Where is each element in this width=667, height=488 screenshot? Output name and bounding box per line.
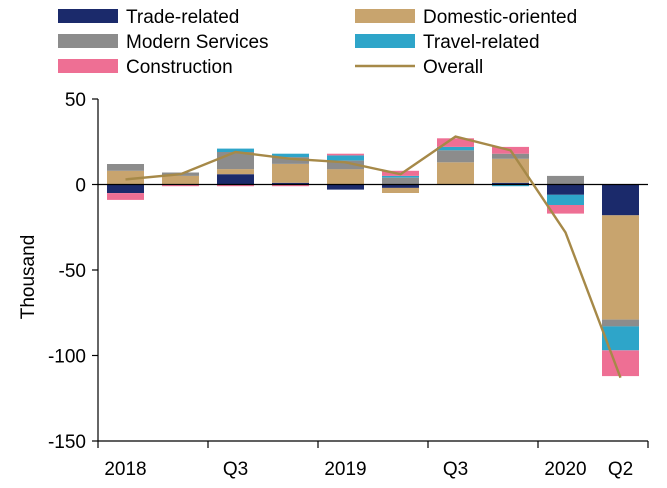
- bar-segment: [162, 175, 199, 185]
- legend-swatch: [355, 9, 415, 23]
- legend-label: Trade-related: [126, 7, 239, 28]
- y-tick-label: 50: [65, 90, 86, 111]
- x-ticks: 2018 Q3 2019 Q3 2020 Q2: [97, 441, 649, 480]
- x-tick-label: 2020: [544, 459, 586, 480]
- legend-swatch: [58, 59, 118, 73]
- x-tick-label: Q3: [223, 459, 248, 480]
- y-tick-label: -50: [59, 261, 86, 282]
- bar-segment: [437, 162, 474, 185]
- y-ticks: 50 0 -50 -100 -150: [48, 90, 98, 453]
- bar-segment: [382, 177, 419, 185]
- bar-segment: [327, 153, 364, 156]
- legend-label: Travel-related: [423, 32, 540, 53]
- y-axis-title: Thousand: [18, 235, 39, 320]
- bar-segment: [602, 326, 639, 351]
- bar-segment: [107, 193, 144, 200]
- bar-segment: [272, 184, 309, 187]
- overall-line: [125, 135, 622, 379]
- bar-segment: [107, 184, 144, 194]
- bar-segment: [602, 350, 639, 377]
- bar-segment: [602, 184, 639, 216]
- bar-segment: [382, 175, 419, 178]
- bar-segment: [217, 184, 254, 187]
- legend-swatch: [58, 34, 118, 48]
- legend-label: Construction: [126, 57, 233, 78]
- bar-segment: [437, 146, 474, 151]
- bar-segment: [327, 155, 364, 161]
- bar-segment: [547, 194, 584, 206]
- bar-segment: [437, 138, 474, 147]
- legend: Trade-related Domestic-oriented Modern Ser…: [58, 7, 577, 78]
- bar-segment: [492, 184, 529, 187]
- y-tick-label: -150: [48, 432, 86, 453]
- bar-segment: [327, 184, 364, 190]
- bar-segment: [602, 319, 639, 327]
- bar-segment: [602, 215, 639, 320]
- x-tick-label: 2019: [324, 459, 366, 480]
- bar-segment: [327, 169, 364, 185]
- legend-swatch: [355, 34, 415, 48]
- x-tick-label: 2018: [104, 459, 146, 480]
- bar-segment: [492, 153, 529, 159]
- legend-swatch: [58, 9, 118, 23]
- bars: [107, 138, 639, 377]
- bar-segment: [492, 182, 529, 185]
- legend-label: Modern Services: [126, 32, 269, 53]
- legend-label: Domestic-oriented: [423, 7, 577, 28]
- legend-label: Overall: [423, 57, 483, 78]
- y-tick-label: 0: [75, 176, 86, 197]
- bar-segment: [217, 169, 254, 175]
- x-tick-label: Q3: [443, 459, 468, 480]
- bar-segment: [272, 157, 309, 164]
- y-tick-label: -100: [48, 347, 86, 368]
- bar-segment: [547, 205, 584, 214]
- bar-segment: [272, 182, 309, 185]
- bar-segment: [217, 148, 254, 152]
- bar-segment: [217, 174, 254, 185]
- bar-segment: [547, 175, 584, 185]
- bar-segment: [382, 187, 419, 193]
- bar-segment: [382, 184, 419, 188]
- bar-segment: [162, 184, 199, 187]
- plot-area: 50 0 -50 -100 -150 2018 Q3 2019 Q3 2020 Q2: [48, 90, 649, 480]
- bar-segment: [547, 184, 584, 195]
- bar-segment: [107, 170, 144, 185]
- x-tick-label: Q2: [608, 459, 633, 480]
- bar-segment: [107, 164, 144, 171]
- bar-segment: [272, 164, 309, 183]
- bar-segment: [327, 160, 364, 170]
- bar-segment: [437, 150, 474, 163]
- bar-segment: [272, 153, 309, 158]
